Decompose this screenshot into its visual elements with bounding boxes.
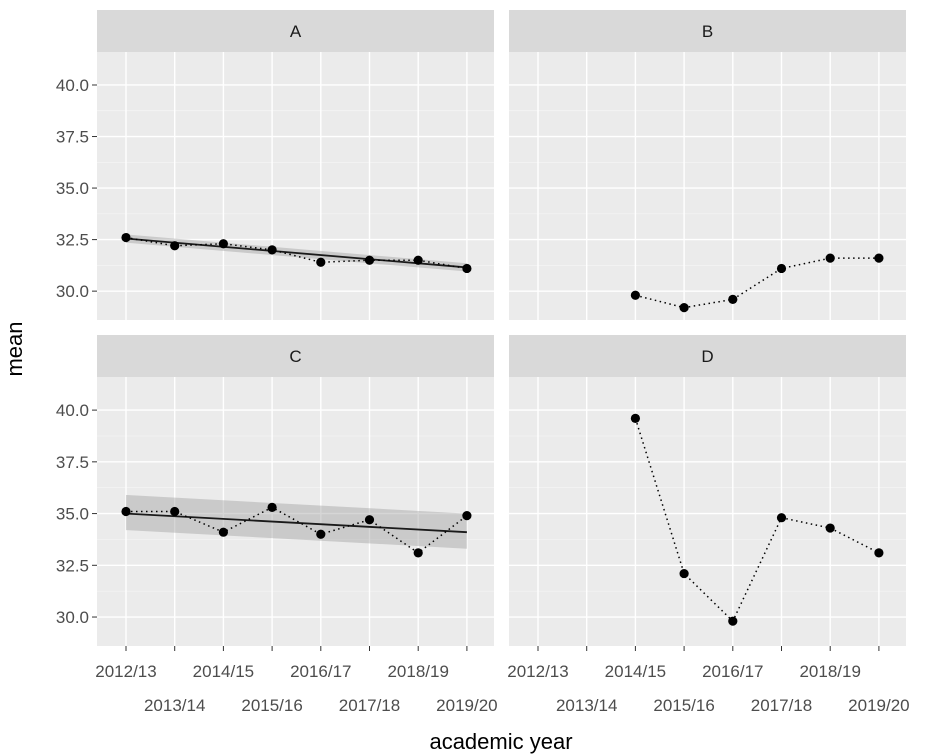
series-line-B <box>635 257 879 309</box>
y-axis-title: mean <box>2 321 27 376</box>
gridlines <box>97 52 906 646</box>
x-tick-label: 2013/14 <box>144 696 205 715</box>
data-point-D <box>679 568 689 579</box>
data-point-B <box>825 253 835 263</box>
data-point-B <box>728 294 738 304</box>
data-point-B <box>776 263 787 274</box>
data-point-A <box>121 232 131 243</box>
x-axis-title: academic year <box>429 729 572 754</box>
y-tick-label: 37.5 <box>56 128 89 147</box>
data-point-D <box>825 523 835 533</box>
data-point-C <box>462 511 472 521</box>
strip-C <box>97 335 494 377</box>
x-tick-label: 2017/18 <box>339 696 400 715</box>
data-point-D <box>728 616 738 626</box>
panel-C <box>97 377 494 646</box>
x-tick-label: 2013/14 <box>556 696 617 715</box>
data-point-D <box>630 413 641 423</box>
y-tick-label: 30.0 <box>56 608 89 627</box>
data-point-D <box>776 513 787 523</box>
data-point-C <box>413 548 423 558</box>
strip-label-A: A <box>290 22 302 41</box>
strip-label-C: C <box>289 347 301 366</box>
x-tick-label: 2016/17 <box>290 662 351 681</box>
panel-A <box>97 52 494 320</box>
x-tick-label: 2019/20 <box>848 696 909 715</box>
strip-label-D: D <box>701 347 713 366</box>
strip-A <box>97 10 494 52</box>
y-tick-label: 40.0 <box>56 401 89 420</box>
y-axis-ticks: 30.0 32.5 35.0 37.5 40.0 30.0 32.5 35.0 37.5 40.0 <box>56 76 97 627</box>
x-tick-label: 2012/13 <box>507 662 568 681</box>
data-point-C <box>218 527 228 537</box>
data-point-C <box>170 506 180 517</box>
x-tick-label: 2012/13 <box>95 662 156 681</box>
series-line-D <box>634 418 880 623</box>
data-points <box>121 232 884 626</box>
y-tick-label: 32.5 <box>56 231 89 250</box>
data-point-D <box>874 548 884 558</box>
x-tick-label: 2018/19 <box>387 662 448 681</box>
confidence-band-C <box>126 494 467 549</box>
y-tick-label: 37.5 <box>56 453 89 472</box>
x-tick-label: 2015/16 <box>241 696 302 715</box>
data-point-B <box>630 290 641 300</box>
x-tick-label: 2015/16 <box>653 696 714 715</box>
x-tick-label: 2019/20 <box>436 696 497 715</box>
strip-D <box>509 335 906 377</box>
data-point-A <box>316 257 326 267</box>
facet-A: A <box>97 10 494 320</box>
x-tick-label: 2017/18 <box>751 696 812 715</box>
data-point-A <box>364 255 375 265</box>
trend-line-A <box>125 237 467 269</box>
data-point-A <box>170 241 180 251</box>
data-point-A <box>413 255 423 265</box>
x-tick-label: 2014/15 <box>605 662 666 681</box>
panel-D <box>509 377 906 646</box>
panel-B <box>509 52 906 320</box>
y-tick-label: 30.0 <box>56 282 89 301</box>
strip-B <box>509 10 906 52</box>
facet-C: C <box>97 335 494 646</box>
data-point-C <box>316 529 326 539</box>
facet-B: B <box>509 10 906 320</box>
x-axis-ticks: 2012/13 2013/14 2014/15 2015/16 2016/17 2017/… <box>95 646 910 715</box>
data-point-C <box>121 506 131 517</box>
x-tick-label: 2014/15 <box>193 662 254 681</box>
data-point-B <box>679 303 689 313</box>
data-point-A <box>267 245 277 255</box>
data-point-A <box>218 239 228 249</box>
trend-line-C <box>125 512 467 534</box>
y-tick-label: 40.0 <box>56 76 89 95</box>
facet-D: D <box>509 335 906 646</box>
y-tick-label: 32.5 <box>56 556 89 575</box>
y-tick-label: 35.0 <box>56 179 89 198</box>
data-point-C <box>267 502 277 512</box>
x-tick-label: 2018/19 <box>799 662 860 681</box>
series-lines <box>125 236 880 623</box>
data-point-B <box>874 253 884 263</box>
data-point-C <box>364 515 375 525</box>
data-point-A <box>462 263 472 274</box>
y-tick-label: 35.0 <box>56 505 89 524</box>
x-tick-label: 2016/17 <box>702 662 763 681</box>
strip-label-B: B <box>702 22 713 41</box>
